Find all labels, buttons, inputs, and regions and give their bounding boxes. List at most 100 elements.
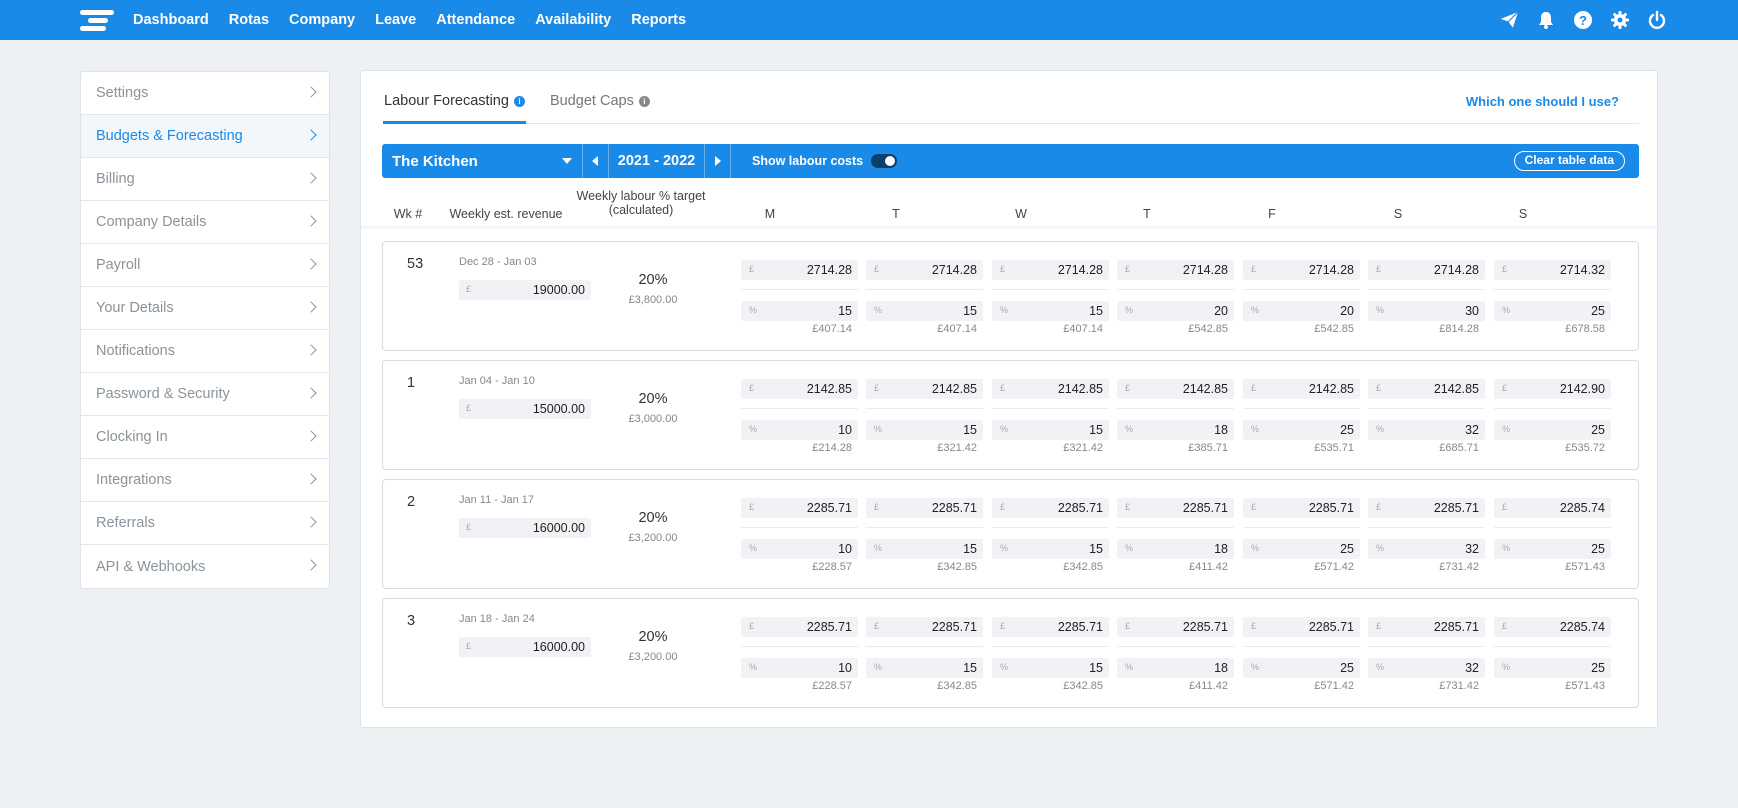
input-value: 2285.71 (1433, 501, 1479, 515)
tab-labour-forecasting[interactable]: Labour Forecasting i (384, 93, 525, 109)
nav-company[interactable]: Company (289, 12, 356, 28)
weekly-revenue-input[interactable]: £ 16000.00 (459, 518, 591, 538)
daily-revenue-input[interactable]: £ 2714.28 (741, 260, 858, 280)
daily-revenue-input[interactable]: £ 2285.71 (866, 617, 983, 637)
daily-revenue-input[interactable]: £ 2714.28 (992, 260, 1109, 280)
daily-labour-percent-input[interactable]: % 32 (1368, 658, 1485, 678)
daily-revenue-input[interactable]: £ 2142.85 (1368, 379, 1485, 399)
sidebar-item-password-security[interactable]: Password & Security (81, 373, 329, 416)
daily-labour-percent-input[interactable]: % 25 (1494, 539, 1611, 559)
sidebar-item-notifications[interactable]: Notifications (81, 330, 329, 373)
daily-revenue-input[interactable]: £ 2142.85 (992, 379, 1109, 399)
nav-dashboard[interactable]: Dashboard (133, 12, 209, 28)
daily-revenue-input[interactable]: £ 2285.71 (1243, 617, 1360, 637)
app-logo-icon[interactable] (80, 10, 114, 32)
next-year-button[interactable] (704, 144, 730, 178)
sidebar-item-referrals[interactable]: Referrals (81, 502, 329, 545)
daily-labour-percent-input[interactable]: % 15 (866, 658, 983, 678)
daily-labour-percent-input[interactable]: % 15 (992, 420, 1109, 440)
daily-revenue-input[interactable]: £ 2285.74 (1494, 617, 1611, 637)
sidebar-item-payroll[interactable]: Payroll (81, 244, 329, 287)
weekly-revenue-input[interactable]: £ 16000.00 (459, 637, 591, 657)
sidebar-item-settings[interactable]: Settings (81, 72, 329, 115)
info-icon[interactable]: i (513, 95, 525, 107)
daily-revenue-input[interactable]: £ 2285.71 (992, 617, 1109, 637)
nav-rotas[interactable]: Rotas (228, 12, 270, 28)
divider (741, 289, 858, 290)
daily-revenue-input[interactable]: £ 2285.71 (1117, 617, 1234, 637)
daily-labour-percent-input[interactable]: % 10 (741, 539, 858, 559)
send-icon[interactable] (1498, 9, 1520, 31)
divider (741, 527, 858, 528)
daily-revenue-input[interactable]: £ 2285.71 (741, 617, 858, 637)
daily-labour-percent-input[interactable]: % 10 (741, 658, 858, 678)
info-icon[interactable]: i (638, 95, 650, 107)
daily-revenue-input[interactable]: £ 2714.28 (1117, 260, 1234, 280)
daily-labour-percent-input[interactable]: % 20 (1243, 301, 1360, 321)
daily-labour-percent-input[interactable]: % 10 (741, 420, 858, 440)
site-select[interactable]: The Kitchen (382, 144, 583, 178)
daily-revenue-input[interactable]: £ 2285.71 (992, 498, 1109, 518)
daily-labour-percent-input[interactable]: % 30 (1368, 301, 1485, 321)
weekly-revenue-input[interactable]: £ 15000.00 (459, 399, 591, 419)
prev-year-button[interactable] (583, 144, 609, 178)
daily-revenue-input[interactable]: £ 2285.71 (1117, 498, 1234, 518)
tab-budget-caps[interactable]: Budget Caps i (550, 93, 650, 109)
which-one-link[interactable]: Which one should I use? (1465, 94, 1619, 109)
daily-labour-percent-input[interactable]: % 15 (741, 301, 858, 321)
daily-labour-percent-input[interactable]: % 15 (866, 420, 983, 440)
daily-revenue-input[interactable]: £ 2142.85 (1243, 379, 1360, 399)
daily-labour-percent-input[interactable]: % 20 (1117, 301, 1234, 321)
daily-labour-percent-input[interactable]: % 32 (1368, 420, 1485, 440)
daily-labour-percent-input[interactable]: % 15 (992, 301, 1109, 321)
sidebar-item-api-webhooks[interactable]: API & Webhooks (81, 545, 329, 588)
sidebar-item-integrations[interactable]: Integrations (81, 459, 329, 502)
daily-labour-percent-input[interactable]: % 15 (866, 539, 983, 559)
daily-labour-percent-input[interactable]: % 18 (1117, 420, 1234, 440)
daily-labour-percent-input[interactable]: % 15 (992, 658, 1109, 678)
daily-labour-percent-input[interactable]: % 32 (1368, 539, 1485, 559)
daily-labour-percent-input[interactable]: % 25 (1243, 420, 1360, 440)
daily-labour-percent-input[interactable]: % 25 (1494, 658, 1611, 678)
sidebar-item-clocking-in[interactable]: Clocking In (81, 416, 329, 459)
daily-revenue-input[interactable]: £ 2142.85 (1117, 379, 1234, 399)
nav-leave[interactable]: Leave (375, 12, 417, 28)
daily-revenue-input[interactable]: £ 2285.71 (866, 498, 983, 518)
gear-icon[interactable] (1609, 9, 1631, 31)
daily-labour-percent-input[interactable]: % 25 (1243, 658, 1360, 678)
weekly-revenue-input[interactable]: £ 19000.00 (459, 280, 591, 300)
bell-icon[interactable] (1535, 9, 1557, 31)
day-cell: £ 2142.90 % 25 £535.72 (1494, 379, 1611, 464)
toggle-switch[interactable] (871, 154, 898, 168)
daily-labour-percent-input[interactable]: % 25 (1494, 301, 1611, 321)
nav-attendance[interactable]: Attendance (436, 12, 516, 28)
nav-reports[interactable]: Reports (631, 12, 687, 28)
daily-labour-percent-input[interactable]: % 15 (866, 301, 983, 321)
daily-revenue-input[interactable]: £ 2142.85 (866, 379, 983, 399)
sidebar-item-company-details[interactable]: Company Details (81, 201, 329, 244)
daily-labour-percent-input[interactable]: % 18 (1117, 539, 1234, 559)
daily-revenue-input[interactable]: £ 2285.71 (1368, 617, 1485, 637)
daily-revenue-input[interactable]: £ 2714.28 (866, 260, 983, 280)
daily-revenue-input[interactable]: £ 2714.28 (1243, 260, 1360, 280)
sidebar-item-budgets-forecasting[interactable]: Budgets & Forecasting (81, 115, 329, 158)
daily-labour-percent-input[interactable]: % 25 (1243, 539, 1360, 559)
sidebar-item-billing[interactable]: Billing (81, 158, 329, 201)
nav-availability[interactable]: Availability (535, 12, 612, 28)
daily-labour-percent-input[interactable]: % 25 (1494, 420, 1611, 440)
clear-table-button[interactable]: Clear table data (1513, 151, 1625, 171)
daily-labour-percent-input[interactable]: % 18 (1117, 658, 1234, 678)
daily-revenue-input[interactable]: £ 2142.85 (741, 379, 858, 399)
show-labour-costs-toggle[interactable]: Show labour costs (752, 144, 898, 178)
help-icon[interactable]: ? (1572, 9, 1594, 31)
daily-revenue-input[interactable]: £ 2285.74 (1494, 498, 1611, 518)
daily-revenue-input[interactable]: £ 2714.28 (1368, 260, 1485, 280)
daily-revenue-input[interactable]: £ 2142.90 (1494, 379, 1611, 399)
daily-revenue-input[interactable]: £ 2285.71 (1243, 498, 1360, 518)
daily-revenue-input[interactable]: £ 2285.71 (741, 498, 858, 518)
daily-labour-percent-input[interactable]: % 15 (992, 539, 1109, 559)
daily-revenue-input[interactable]: £ 2285.71 (1368, 498, 1485, 518)
daily-revenue-input[interactable]: £ 2714.32 (1494, 260, 1611, 280)
sidebar-item-your-details[interactable]: Your Details (81, 287, 329, 330)
power-icon[interactable] (1646, 9, 1668, 31)
